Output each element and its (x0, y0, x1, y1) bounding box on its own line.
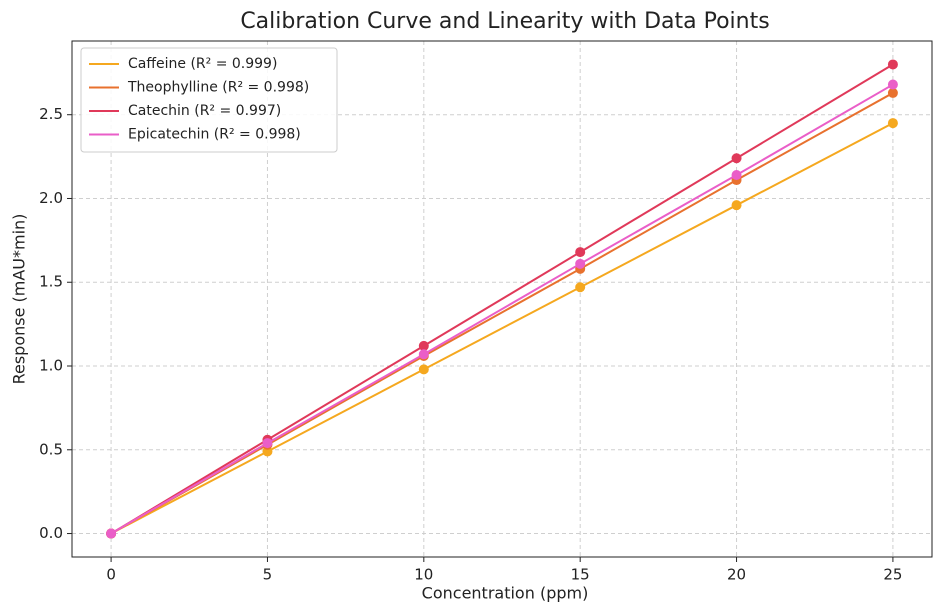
x-tick-label: 5 (263, 566, 273, 584)
data-point (731, 200, 742, 211)
legend-box (80, 47, 338, 153)
y-tick-label: 1.0 (39, 357, 63, 375)
x-tick-label: 0 (106, 566, 116, 584)
y-tick-label: 2.0 (39, 189, 63, 207)
data-point (106, 528, 117, 539)
data-point (575, 258, 586, 269)
y-tick-label: 1.5 (39, 273, 63, 291)
series-line (110, 83, 894, 535)
x-tick-label: 15 (571, 566, 590, 584)
legend-label: Epicatechin (R² = 0.998) (128, 127, 301, 143)
data-point (418, 349, 429, 360)
series-line (110, 63, 894, 535)
data-point (575, 282, 586, 293)
data-point (262, 438, 273, 449)
chart-title: Calibration Curve and Linearity with Dat… (240, 9, 769, 34)
data-point (418, 364, 429, 375)
data-point (887, 59, 898, 70)
y-axis-label: Response (mAU*min) (10, 214, 29, 385)
data-point (418, 340, 429, 351)
plot-frame (71, 40, 933, 558)
data-point (887, 79, 898, 90)
x-tick-label: 10 (414, 566, 433, 584)
legend-label: Caffeine (R² = 0.999) (128, 56, 277, 72)
legend-label: Theophylline (R² = 0.998) (127, 80, 309, 96)
data-point (575, 247, 586, 258)
data-point (731, 153, 742, 164)
y-tick-label: 0.5 (39, 440, 63, 458)
data-point (887, 118, 898, 129)
data-point (887, 87, 898, 98)
y-tick-label: 2.5 (39, 105, 63, 123)
legend-label: Catechin (R² = 0.997) (128, 103, 281, 119)
x-tick-label: 20 (727, 566, 746, 584)
data-point (731, 170, 742, 181)
series-line (110, 92, 894, 535)
series-line (110, 122, 894, 535)
y-tick-label: 0.0 (39, 524, 63, 542)
x-axis-label: Concentration (ppm) (422, 584, 589, 603)
x-tick-label: 25 (883, 566, 902, 584)
